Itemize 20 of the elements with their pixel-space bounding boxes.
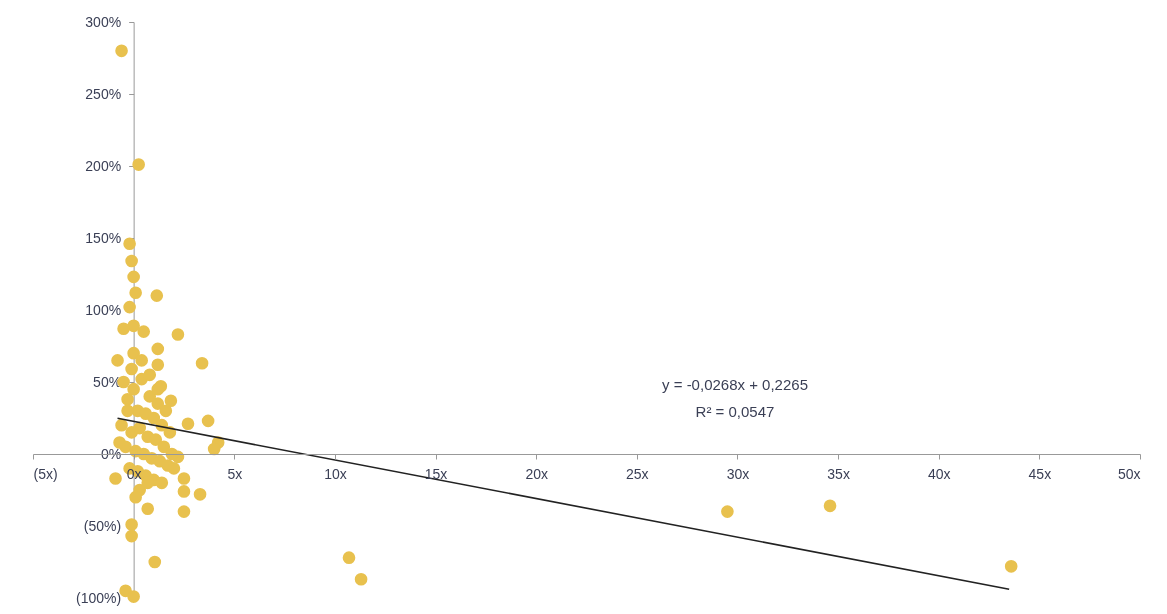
y-tick-label: 150% xyxy=(85,229,122,246)
x-tick-label: 35x xyxy=(827,465,850,482)
x-tick-label: 5x xyxy=(227,465,243,482)
annotation: R² = 0,0547 xyxy=(695,403,775,420)
annotation: y = -0,0268x + 0,2265 xyxy=(662,376,808,393)
x-tick-label: 15x xyxy=(424,465,448,482)
y-tick-label: (100%) xyxy=(76,589,122,606)
x-tick-label: 45x xyxy=(1028,465,1052,482)
x-tick-label: (5x) xyxy=(33,465,58,482)
x-tick-label: 50x xyxy=(1117,465,1141,482)
y-tick-label: 300% xyxy=(85,13,122,30)
x-tick-label: 25x xyxy=(626,465,649,482)
x-tick-label: 40x xyxy=(927,465,951,482)
y-tick-label: 200% xyxy=(85,157,122,174)
y-tick-label: 250% xyxy=(85,85,122,102)
x-tick-label: 10x xyxy=(324,465,347,482)
y-tick-label: (50%) xyxy=(83,517,122,534)
x-tick-label: 30x xyxy=(726,465,750,482)
y-tick-label: 100% xyxy=(85,301,122,318)
x-tick-label: 20x xyxy=(525,465,548,482)
